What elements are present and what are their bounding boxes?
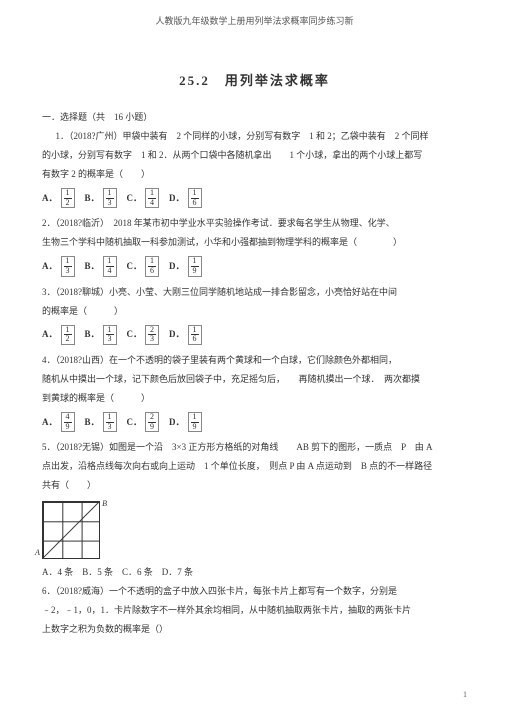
section-title: 25.2 用列举法求概率 xyxy=(42,67,467,94)
opt-label: A． xyxy=(42,189,58,208)
q4-line2: 随机从中摸出一个球，记下颜色后放回袋子中，充足摇匀后， 再随机摸出一个球． 两次… xyxy=(42,370,467,389)
q1-options: A．12 B．13 C．14 D．16 xyxy=(42,188,467,209)
q4-line1: 4．（2018?山西）在一个不透明的袋子里装有两个黄球和一个白球，它们除颜色外都… xyxy=(42,351,467,370)
opt-label: B． xyxy=(85,189,100,208)
fraction-icon: 14 xyxy=(103,256,117,277)
q2-line1: 2．（2018?临沂） 2018 年某市初中学业水平实验操作考试．要求每名学生从… xyxy=(42,214,467,233)
q5-line3: 共有（ ） xyxy=(42,476,467,495)
fraction-icon: 12 xyxy=(61,325,75,346)
page-number: 1 xyxy=(463,687,467,704)
q2-opt-d: D．19 xyxy=(169,256,202,277)
q3-opt-b: B．13 xyxy=(85,325,117,346)
fraction-icon: 13 xyxy=(103,412,117,433)
opt-label: A． xyxy=(42,413,58,432)
q2-opt-b: B．14 xyxy=(85,256,117,277)
q1-line1: 1．（2018?广州）甲袋中装有 2 个同样的小球，分别写有数字 1 和 2；乙… xyxy=(42,127,467,146)
q1-opt-b: B．13 xyxy=(85,188,117,209)
point-a-label: A xyxy=(35,545,40,562)
q5-options-text: A．4 条 B．5 条 C．6 条 D．7 条 xyxy=(42,563,467,582)
fraction-icon: 13 xyxy=(61,256,75,277)
opt-label: D． xyxy=(169,325,185,344)
opt-label: C． xyxy=(127,189,143,208)
opt-label: B． xyxy=(85,257,100,276)
q2-opt-a: A．13 xyxy=(42,256,75,277)
q3-opt-c: C．23 xyxy=(127,325,160,346)
q3-line2: 的概率是（ ） xyxy=(42,302,467,321)
q1-line3: 有数字 2 的概率是（ ） xyxy=(42,165,467,184)
fraction-icon: 14 xyxy=(145,188,159,209)
doc-header: 人教版九年级数学上册用列举法求概率同步练习新 xyxy=(42,12,467,31)
q3-opt-d: D．16 xyxy=(169,325,202,346)
q4-options: A．49 B．13 C．29 D．19 xyxy=(42,412,467,433)
q6-line1: 6．（2018?威海）一个不透明的盒子中放入四张卡片，每张卡片上都写有一个数字，… xyxy=(42,582,467,601)
q5-line1: 5．（2018?无锡）如图是一个沿 3×3 正方形方格纸的对角线 AB 剪下的图… xyxy=(42,438,467,457)
q4-line3: 到黄球的概率是（ ） xyxy=(42,389,467,408)
opt-label: A． xyxy=(42,325,58,344)
fraction-icon: 29 xyxy=(145,412,159,433)
fraction-icon: 49 xyxy=(61,412,75,433)
fraction-icon: 12 xyxy=(61,188,75,209)
opt-label: B． xyxy=(85,325,100,344)
q3-options: A．12 B．13 C．23 D．16 xyxy=(42,325,467,346)
fraction-icon: 23 xyxy=(145,325,159,346)
diagonal-line-icon xyxy=(43,502,99,558)
fraction-icon: 16 xyxy=(145,256,159,277)
q1-opt-d: D．16 xyxy=(169,188,202,209)
q6-line2: ﹣2，﹣1，0，1．卡片除数字不一样外其余均相同，从中随机抽取两张卡片，抽取的两… xyxy=(42,601,467,620)
opt-label: D． xyxy=(169,257,185,276)
q3-opt-a: A．12 xyxy=(42,325,75,346)
opt-label: B． xyxy=(85,413,100,432)
point-b-label: B xyxy=(102,496,107,513)
q2-line2: 生物三个学科中随机抽取一科参加测试，小华和小强都抽到物理学科的概率是（ ） xyxy=(42,233,467,252)
opt-label: D． xyxy=(169,413,185,432)
q1-opt-a: A．12 xyxy=(42,188,75,209)
section-subtitle: 一．选择题（共 16 小题） xyxy=(42,108,467,127)
q2-opt-c: C．16 xyxy=(127,256,160,277)
fraction-icon: 16 xyxy=(188,325,202,346)
opt-label: C． xyxy=(127,257,143,276)
q5-line2: 点出发，沿格点线每次向右或向上运动 1 个单位长度， 则点 P 由 A 点运动到… xyxy=(42,457,467,476)
opt-label: D． xyxy=(169,189,185,208)
opt-label: A． xyxy=(42,257,58,276)
q4-opt-b: B．13 xyxy=(85,412,117,433)
q6-line3: 上数字之积为负数的概率是（） xyxy=(42,620,467,639)
q4-opt-c: C．29 xyxy=(127,412,160,433)
opt-label: C． xyxy=(127,325,143,344)
q3-line1: 3．（2018?聊城）小亮、小莹、大刚三位同学随机地站成一排合影留念，小亮恰好站… xyxy=(42,283,467,302)
fraction-icon: 19 xyxy=(188,412,202,433)
q4-opt-d: D．19 xyxy=(169,412,202,433)
fraction-icon: 16 xyxy=(188,188,202,209)
grid-figure: A B xyxy=(42,501,100,559)
q2-options: A．13 B．14 C．16 D．19 xyxy=(42,256,467,277)
q1-line2: 的小球，分别写有数字 1 和 2．从两个口袋中各随机拿出 1 个小球，拿出的两个… xyxy=(42,146,467,165)
fraction-icon: 13 xyxy=(103,188,117,209)
q1-opt-c: C．14 xyxy=(127,188,160,209)
opt-label: C． xyxy=(127,413,143,432)
q4-opt-a: A．49 xyxy=(42,412,75,433)
fraction-icon: 13 xyxy=(103,325,117,346)
fraction-icon: 19 xyxy=(188,256,202,277)
